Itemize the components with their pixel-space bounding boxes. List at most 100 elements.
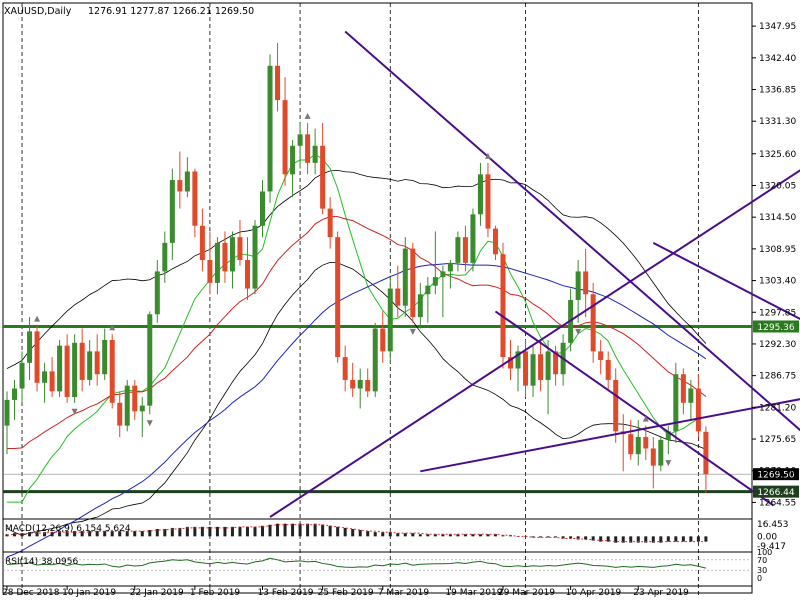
level-price-tag <box>753 485 799 498</box>
macd-histogram-bar <box>554 536 558 538</box>
candle <box>515 345 521 392</box>
x-tick-label: 10 Apr 2019 <box>566 588 622 598</box>
candle-body <box>410 248 416 318</box>
macd-histogram-bar <box>140 531 144 537</box>
candle-body <box>320 145 326 209</box>
macd-histogram-bar <box>584 536 588 540</box>
candle-body <box>583 271 589 295</box>
x-tick-label: 23 Apr 2019 <box>633 588 689 598</box>
y-tick-label: 1292.30 <box>759 340 796 350</box>
candle <box>695 374 701 438</box>
macd-histogram-bar <box>614 536 618 543</box>
candle-body <box>229 237 235 272</box>
macd-histogram-bar <box>298 523 302 537</box>
fractal-marker <box>409 328 416 335</box>
x-tick-label: 29 Mar 2019 <box>498 588 555 598</box>
candle-body <box>27 331 33 363</box>
candle <box>132 379 138 420</box>
candle <box>49 357 55 398</box>
macd-histogram-bar <box>493 534 497 537</box>
candle <box>124 379 130 432</box>
macd-histogram-bar <box>253 526 257 537</box>
macd-histogram-bar <box>426 534 430 537</box>
chart-frame <box>2 2 753 594</box>
candle <box>590 282 596 363</box>
candle-body <box>207 260 213 283</box>
macd-histogram-bar <box>238 526 242 537</box>
candle <box>147 311 153 415</box>
time-axis: 28 Dec 2018 10 Jan 2019 22 Jan 2019 1 Feb 2… <box>2 586 689 598</box>
candle <box>192 168 198 238</box>
level-price-label: 1295.36 <box>757 323 794 333</box>
candle <box>27 317 33 380</box>
candle <box>425 277 431 323</box>
candle-body <box>380 328 386 352</box>
candle <box>628 419 634 460</box>
x-tick-label: 22 Jan 2019 <box>130 588 184 598</box>
candle-body <box>665 431 671 440</box>
trendlines[interactable] <box>269 30 800 518</box>
candle-body <box>79 342 85 380</box>
macd-axis-label: 0.00 <box>757 532 777 542</box>
macd-signal-line <box>6 524 706 543</box>
macd-histogram-bar <box>381 532 385 537</box>
macd-histogram-bar <box>456 534 460 537</box>
candle <box>312 128 318 175</box>
candle-body <box>508 357 514 369</box>
candle <box>267 54 273 203</box>
candle <box>417 282 423 329</box>
candle <box>530 345 536 398</box>
macd-histogram-bar <box>448 534 452 537</box>
candle <box>492 225 498 260</box>
rsi-axis-label: 0 <box>757 574 762 583</box>
symbol-label: XAUUSD,Daily <box>4 6 72 17</box>
candle-body <box>19 362 25 389</box>
candle-body <box>530 354 536 386</box>
candle <box>4 391 10 455</box>
candle <box>305 122 311 175</box>
macd-histogram-bar <box>704 536 708 542</box>
fractal-markers <box>34 112 672 467</box>
candle <box>598 339 604 375</box>
candle <box>207 231 213 295</box>
candle <box>605 351 611 392</box>
level-price-tag <box>753 320 799 333</box>
candle <box>244 237 250 300</box>
candle-body <box>290 145 296 175</box>
candle-body <box>102 339 108 375</box>
macd-histogram-bar <box>651 536 655 543</box>
candle-body <box>327 208 333 238</box>
candle <box>387 277 393 363</box>
candle-body <box>214 242 220 283</box>
macd-histogram-bar <box>366 531 370 537</box>
candle <box>650 437 656 489</box>
candle <box>342 345 348 392</box>
trendline <box>269 169 800 518</box>
macd-histogram-bar <box>35 532 39 537</box>
candle <box>485 162 491 238</box>
candle-body <box>132 385 138 412</box>
candle <box>252 220 258 295</box>
fractal-marker <box>304 112 311 119</box>
macd-histogram-bar <box>599 536 603 542</box>
rsi-axis-label: 100 <box>757 548 772 557</box>
candle-body <box>342 357 348 380</box>
candle <box>199 208 205 272</box>
candle <box>680 368 686 415</box>
candle <box>658 437 664 472</box>
candle-body <box>34 331 40 383</box>
macd-histogram-bar <box>388 532 392 537</box>
candle-body <box>12 388 18 400</box>
candle-body <box>275 65 281 101</box>
macd-histogram-bar <box>148 530 152 537</box>
candle <box>327 197 333 249</box>
candle <box>440 265 446 318</box>
macd-histogram-bar <box>644 536 648 543</box>
macd-histogram-bar <box>50 532 54 537</box>
macd-histogram-bar <box>501 535 505 537</box>
candle <box>64 334 70 403</box>
level-price-label: 1266.44 <box>757 488 794 498</box>
candle-body <box>162 242 168 272</box>
macd-histogram-bar <box>629 536 633 543</box>
